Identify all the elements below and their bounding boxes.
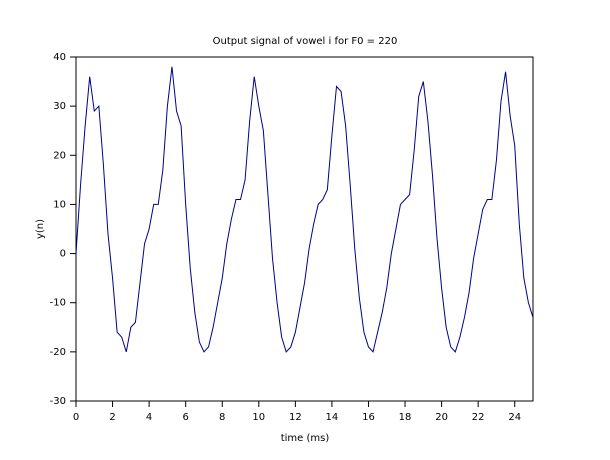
x-axis-label: time (ms): [281, 433, 330, 444]
x-tick-label: 2: [109, 412, 115, 423]
signal-line: [75, 66, 534, 353]
x-tick-label: 4: [146, 412, 152, 423]
y-tick-label: 10: [53, 199, 66, 210]
chart-title: Output signal of vowel i for F0 = 220: [213, 36, 398, 47]
x-tick-label: 6: [182, 412, 188, 423]
y-tick-label: 40: [53, 52, 66, 63]
y-tick-label: 30: [53, 101, 66, 112]
y-tick-label: -20: [50, 347, 66, 358]
y-tick-label: 20: [53, 150, 66, 161]
x-tick-label: 8: [219, 412, 225, 423]
x-tick-label: 12: [289, 412, 302, 423]
x-tick-label: 14: [326, 412, 339, 423]
y-axis-label: y(n): [35, 219, 46, 239]
x-tick-label: 18: [399, 412, 412, 423]
y-tick-label: -30: [50, 396, 66, 407]
x-tick-label: 20: [435, 412, 448, 423]
x-tick-label: 24: [508, 412, 521, 423]
x-tick-label: 0: [73, 412, 79, 423]
x-tick-label: 16: [362, 412, 375, 423]
x-tick-label: 10: [252, 412, 265, 423]
y-tick-label: -10: [50, 298, 66, 309]
x-tick-label: 22: [472, 412, 485, 423]
y-tick-label: 0: [60, 249, 66, 260]
plot-frame: [75, 56, 534, 402]
